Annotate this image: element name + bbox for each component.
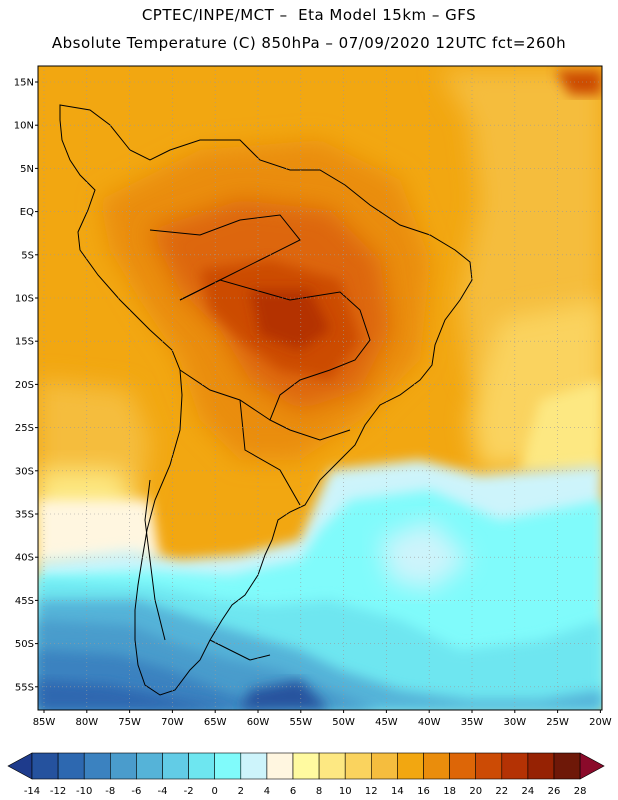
colorbar-label: 0: [212, 786, 218, 797]
map-frame: [37, 65, 603, 711]
lon-label: 50W: [332, 717, 355, 728]
title-line-1: CPTEC/INPE/MCT – Eta Model 15km – GFS: [141, 6, 477, 24]
colorbar-swatch: [449, 752, 477, 780]
lon-label: 55W: [289, 717, 312, 728]
colorbar-swatch: [83, 752, 111, 780]
lat-label: 40S: [15, 553, 34, 564]
colorbar-swatch: [31, 752, 59, 780]
colorbar-label: 18: [443, 786, 456, 797]
title-line-2: Absolute Temperature (C) 850hPa – 07/09/…: [51, 34, 567, 52]
lon-label: 75W: [118, 717, 141, 728]
colorbar-label: 14: [391, 786, 404, 797]
colorbar-swatch: [162, 752, 189, 780]
colorbar-label: -2: [184, 786, 194, 797]
colorbar-label: -8: [105, 786, 115, 797]
lat-label: 10S: [15, 294, 34, 305]
lon-label: 45W: [375, 717, 398, 728]
colorbar-swatch: [527, 752, 555, 780]
colorbar-swatch: [214, 752, 242, 780]
lat-label: 55S: [15, 682, 34, 693]
temperature-field: [38, 66, 602, 710]
colorbar-swatch: [344, 752, 372, 780]
colorbar-swatch: [57, 752, 85, 780]
colorbar-label: -6: [131, 786, 141, 797]
colorbar-label: 4: [264, 786, 270, 797]
colorbar-label: 8: [316, 786, 322, 797]
colorbar-label: 20: [469, 786, 482, 797]
colorbar-label: 22: [495, 786, 508, 797]
colorbar-swatch: [110, 752, 137, 780]
colorbar-label: 10: [339, 786, 352, 797]
coastlines: [59, 104, 473, 696]
colorbar-arrow-left: [7, 752, 33, 780]
lon-label: 40W: [418, 717, 441, 728]
lon-label: 70W: [161, 717, 184, 728]
lat-label: 10N: [14, 121, 34, 132]
latitude-labels: 15N 10N 5N EQ 5S 10S 15S 20S 25S 30S 35S 40S 45S 50S 5…: [14, 78, 38, 693]
colorbar-label: 6: [290, 786, 296, 797]
lon-label: 65W: [204, 717, 227, 728]
lat-label: 20S: [15, 380, 34, 391]
colorbar-swatch: [397, 752, 424, 780]
lat-label: 45S: [15, 596, 34, 607]
colorbar-swatch: [553, 752, 581, 780]
colorbar-label: 26: [548, 786, 561, 797]
lat-label: 5N: [20, 164, 34, 175]
colorbar-labels: -14 -12 -10 -8 -6 -4 -2 0 2 4 6 8 10 12 14 16 18 20 22 24 26…: [24, 786, 587, 797]
lon-label: 80W: [75, 717, 98, 728]
colorbar-swatch: [318, 752, 346, 780]
lat-label: EQ: [20, 207, 34, 218]
lat-label: 50S: [15, 639, 34, 650]
lat-label: 5S: [21, 250, 34, 261]
colorbar-label: 2: [238, 786, 244, 797]
lon-label: 35W: [461, 717, 484, 728]
colorbar-swatch: [475, 752, 503, 780]
lon-label: 60W: [247, 717, 270, 728]
lat-label: 35S: [15, 510, 34, 521]
colorbar-label: 16: [417, 786, 430, 797]
grid-lines: [38, 66, 602, 710]
colorbar-swatch: [501, 752, 529, 780]
lat-label: 30S: [15, 466, 34, 477]
lat-label: 15N: [14, 78, 34, 89]
colorbar-swatch: [370, 752, 398, 780]
colorbar-label: 24: [522, 786, 535, 797]
colorbar-swatch: [266, 752, 294, 780]
lon-label: 25W: [546, 717, 569, 728]
lat-label: 25S: [15, 423, 34, 434]
colorbar-label: 28: [574, 786, 587, 797]
colorbar-label: -10: [76, 786, 92, 797]
colorbar-swatch: [423, 752, 450, 780]
colorbar: [7, 752, 605, 780]
longitude-labels: 85W 80W 75W 70W 65W 60W 55W 50W 45W 40W 35W 30W 25W 2…: [33, 710, 612, 728]
lon-label: 85W: [33, 717, 56, 728]
colorbar-swatch: [292, 752, 320, 780]
colorbar-label: -4: [158, 786, 168, 797]
colorbar-label: -14: [24, 786, 40, 797]
lon-label: 30W: [503, 717, 526, 728]
lat-label: 15S: [15, 337, 34, 348]
colorbar-swatch: [240, 752, 268, 780]
colorbar-swatch: [188, 752, 216, 780]
lon-label: 20W: [589, 717, 612, 728]
colorbar-label: -12: [50, 786, 66, 797]
colorbar-swatch: [136, 752, 163, 780]
colorbar-arrow-right: [579, 752, 605, 780]
colorbar-label: 12: [365, 786, 378, 797]
